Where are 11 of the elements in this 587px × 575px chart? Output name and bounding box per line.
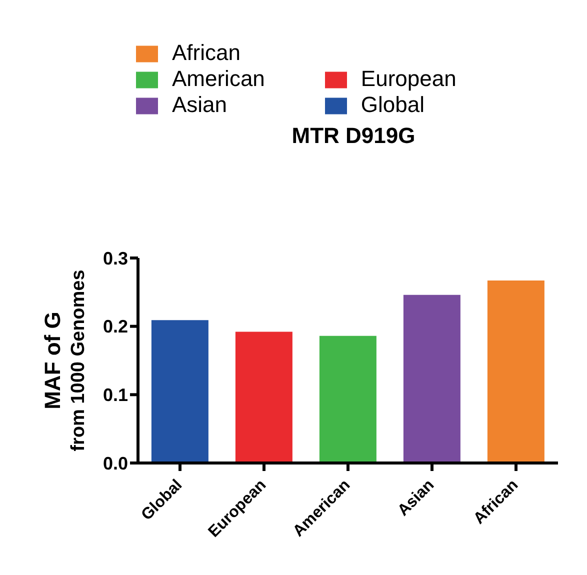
y-tick-label: 0.0 [102,453,128,474]
legend-label: Global [360,92,425,117]
legend-label: European [360,66,456,91]
chart-title: MTR D919G [290,123,416,149]
y-axis-title: MAF of G from 1000 Genomes [40,270,89,452]
legend-label: American [172,66,265,91]
y-tick-label: 0.3 [102,248,128,268]
legend-label: Asian [172,92,228,117]
y-tick-label: 0.2 [102,316,128,337]
y-tick-label: 0.1 [102,385,128,406]
legend-label: African [172,40,240,65]
